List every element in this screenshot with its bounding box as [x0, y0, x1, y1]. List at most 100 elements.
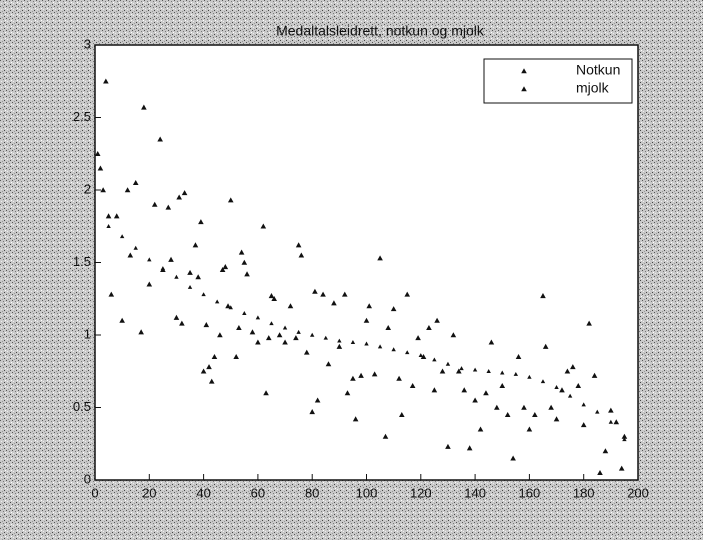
point: [396, 375, 402, 381]
point: [214, 299, 220, 304]
legend-box: [483, 58, 633, 104]
point: [187, 284, 193, 289]
point: [127, 252, 134, 258]
point: [203, 322, 210, 328]
point: [331, 300, 337, 306]
point: [472, 367, 478, 372]
x-tick-label: 40: [196, 485, 210, 500]
y-tick-label: 2: [84, 181, 91, 196]
point: [119, 234, 125, 239]
plot-area: [94, 44, 639, 481]
point: [265, 335, 272, 341]
point: [581, 402, 586, 407]
point: [147, 257, 152, 262]
y-tick-label: 1.5: [73, 254, 91, 269]
point: [554, 385, 559, 389]
point: [504, 411, 511, 417]
x-tick-label: 0: [91, 485, 98, 500]
point: [157, 136, 163, 142]
point: [477, 426, 484, 432]
point: [293, 335, 299, 341]
x-tick-label: 20: [142, 485, 156, 500]
point: [526, 426, 533, 432]
point: [532, 411, 538, 417]
point: [187, 269, 193, 275]
point: [513, 371, 519, 376]
point: [559, 387, 565, 393]
chart-title: Medaltalsleidrett, notkun og mjolk: [276, 23, 485, 39]
point: [206, 364, 212, 370]
x-tick-label: 120: [410, 485, 432, 500]
point: [249, 329, 256, 335]
y-tick-label: 0.5: [73, 399, 91, 414]
point: [219, 266, 226, 272]
point: [418, 353, 423, 358]
point: [141, 104, 147, 110]
point: [268, 293, 275, 299]
point: [165, 204, 172, 210]
point: [391, 347, 396, 352]
point: [597, 469, 603, 475]
point: [201, 292, 206, 297]
x-tick-label: 140: [464, 485, 486, 500]
legend-marker: [521, 68, 527, 74]
point: [271, 295, 277, 301]
point: [103, 78, 109, 84]
point: [420, 353, 427, 359]
x-tick-label: 160: [519, 485, 541, 500]
point: [377, 344, 383, 349]
point: [472, 397, 478, 403]
point: [613, 419, 620, 425]
y-tick-label: 2.5: [73, 109, 91, 124]
point: [303, 349, 310, 355]
point: [100, 187, 106, 193]
point: [439, 368, 446, 374]
point: [466, 445, 473, 451]
point: [553, 416, 560, 422]
point: [432, 357, 437, 362]
point: [238, 249, 245, 255]
point: [409, 382, 416, 388]
point: [320, 291, 326, 297]
point: [222, 264, 229, 270]
point: [296, 329, 301, 334]
point: [312, 288, 318, 294]
y-tick-label: 0: [84, 471, 91, 486]
point: [352, 416, 359, 422]
point: [580, 422, 587, 428]
point: [602, 448, 609, 454]
point: [160, 266, 166, 272]
point: [341, 291, 348, 297]
point: [486, 369, 491, 374]
point: [398, 411, 405, 417]
point: [124, 187, 131, 193]
point: [488, 339, 495, 345]
point: [445, 443, 451, 449]
legend-marker: [521, 86, 527, 92]
point: [483, 390, 489, 396]
x-tick-label: 200: [627, 485, 649, 500]
point: [499, 382, 506, 388]
x-tick-label: 80: [305, 485, 319, 500]
point: [350, 340, 356, 345]
point: [295, 242, 302, 248]
point: [211, 353, 218, 359]
point: [132, 179, 139, 185]
point: [426, 324, 432, 330]
point: [174, 274, 179, 279]
point: [521, 404, 527, 410]
point: [608, 419, 614, 424]
point: [97, 165, 104, 171]
point: [575, 382, 582, 388]
point: [236, 324, 242, 330]
point: [527, 374, 532, 379]
point: [405, 350, 410, 355]
point: [287, 303, 294, 309]
point: [591, 372, 598, 378]
legend-label: mjolk: [576, 80, 610, 96]
point: [323, 335, 328, 340]
point: [309, 409, 315, 415]
point: [404, 291, 411, 297]
point: [195, 274, 201, 280]
